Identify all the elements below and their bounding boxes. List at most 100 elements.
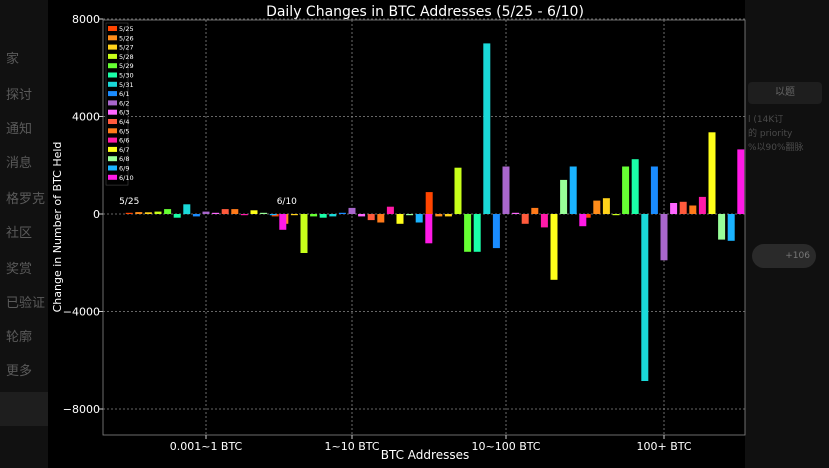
background-menu-item[interactable]: 奖赏 [6,262,33,277]
legend-swatch [108,119,117,124]
x-tick-label: 0.001~1 BTC [170,440,243,453]
background-sidebar-selected [0,392,48,426]
bar-5-26-group-3 [435,214,443,217]
legend-entry: 5/27 [119,44,134,52]
grid-layer [103,18,745,435]
background-text: l (14K订 [748,115,784,125]
background-menu-item[interactable]: 探讨 [6,88,33,103]
legend-swatch [108,44,117,50]
background-text: 的 priority [748,129,793,139]
bar-6-3-group-4 [670,203,678,214]
legend-swatch [108,72,117,78]
legend-entry: 6/8 [119,155,129,163]
background-sidebar: 家 探讨 通知 消息 格罗克 社区 奖赏 已验证 轮廓 更多 [0,0,48,468]
bar-6-7-group-3 [550,214,558,280]
background-menu-item[interactable]: 格罗克 [6,192,46,207]
bar-6-8-group-2 [406,214,414,216]
bar-5-27-group-2 [290,214,298,216]
legend-swatch [108,109,117,115]
bar-6-7-group-4 [708,132,716,214]
bar-5-30-group-2 [319,214,327,218]
legend-swatch [108,100,117,106]
bar-6-2-group-2 [348,207,356,214]
legend-entry: 6/4 [119,118,129,126]
bar-6-10-group-4 [737,149,745,214]
legend-entry: 6/7 [119,146,129,154]
legend-entry: 6/2 [119,99,129,107]
bar-6-5-group-4 [689,205,697,214]
background-menu-item[interactable]: 消息 [6,156,33,171]
bar-5-27-group-3 [444,214,452,217]
bar-6-2-group-1 [202,211,210,214]
background-text: %以90%翻脉 [748,143,804,153]
legend-swatch [108,174,117,180]
bar-6-10-group-1 [279,214,287,230]
background-menu-item[interactable]: 社区 [6,226,33,241]
bar-6-4-group-3 [521,214,529,224]
background-pill[interactable]: 以题 [748,82,822,104]
legend-entry: 6/10 [119,174,134,182]
background-menu-item[interactable]: 更多 [6,364,33,379]
legend-swatch [108,91,117,97]
legend-entry: 5/25 [119,25,134,33]
bar-6-10-group-2 [425,214,433,244]
y-tick-label: 4000 [72,111,100,124]
bar-5-28-group-4 [612,214,620,216]
y-tick-label: −4000 [63,306,100,319]
bar-5-29-group-4 [622,166,630,214]
bar-6-3-group-2 [358,214,366,217]
legend-swatch [108,128,117,134]
x-tick-label: 1~10 BTC [324,440,379,453]
bar-5-28-group-2 [300,214,308,253]
bar-6-6-group-3 [540,214,548,228]
bar-6-8-group-4 [718,214,726,240]
x-tick-label: 10~100 BTC [471,440,540,453]
annotation-first-date: 5/25 [119,197,139,207]
background-menu-item[interactable]: 通知 [6,122,33,137]
chart-title: Daily Changes in BTC Addresses (5/25 - 6… [266,4,584,20]
legend-entry: 6/9 [119,165,129,173]
bar-6-2-group-4 [660,214,668,261]
bar-5-28-group-3 [454,167,462,214]
background-badge[interactable]: +106 [752,244,816,268]
bar-layer [125,43,745,381]
legend-swatch [108,81,117,87]
legend-swatch [108,146,117,152]
background-right-panel [745,0,829,468]
bar-5-31-group-4 [641,214,649,381]
legend-swatch [108,156,117,162]
legend-entry: 5/30 [119,72,134,80]
bar-5-25-group-4 [583,214,591,218]
bar-6-5-group-3 [531,207,539,214]
bar-5-30-group-4 [631,159,639,214]
bar-6-10-group-3 [579,214,587,227]
background-menu-item[interactable]: 家 [6,52,20,67]
bar-5-27-group-4 [602,198,610,214]
legend-entry: 6/3 [119,109,129,117]
bar-5-25-group-3 [425,192,433,214]
legend-entry: 6/1 [119,90,129,98]
bar-6-4-group-2 [367,214,375,221]
legend-entry: 5/28 [119,53,134,61]
bar-6-3-group-3 [512,212,520,214]
bar-6-6-group-1 [240,214,248,216]
bar-5-25-group-1 [125,212,133,214]
bar-6-1-group-2 [338,212,346,214]
background-menu-item[interactable]: 已验证 [6,296,46,311]
bar-5-29-group-3 [464,214,472,252]
bar-6-4-group-4 [679,201,687,214]
y-tick-label: 8000 [72,13,100,26]
x-axis-label: BTC Addresses [381,448,469,462]
legend-swatch [108,137,117,143]
bar-5-27-group-1 [144,212,152,214]
bar-6-6-group-2 [386,206,394,214]
legend-swatch [108,53,117,59]
legend-swatch [108,35,117,41]
background-menu-item[interactable]: 轮廓 [6,330,33,345]
legend: 5/255/26 5/275/285/29 5/305/316/16/2 6/36/4… [105,22,134,186]
bar-6-9-group-2 [415,214,423,223]
legend-entry: 5/31 [119,81,134,89]
bar-6-9-group-1 [269,214,277,216]
bar-6-5-group-1 [231,209,239,214]
